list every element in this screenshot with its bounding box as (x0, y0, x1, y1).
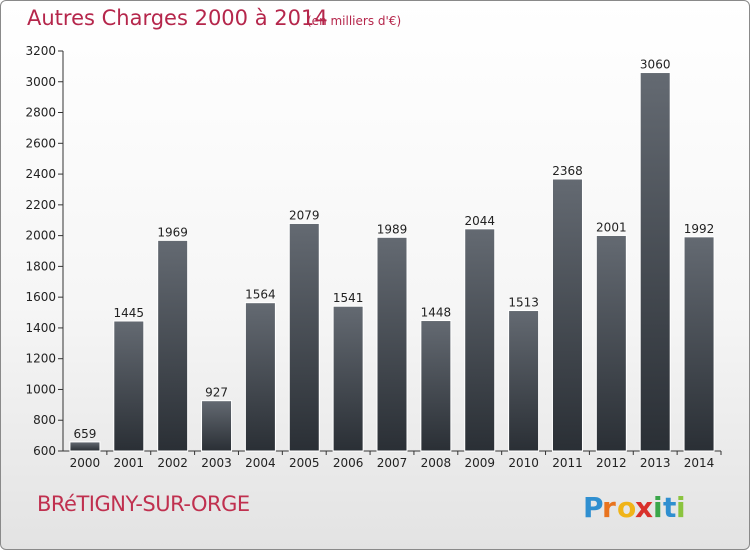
x-tick-label-2001: 2001 (114, 456, 145, 470)
y-tick-label: 2800 (25, 106, 56, 120)
chart-bars (69, 72, 715, 452)
y-tick-label: 600 (33, 444, 56, 458)
svg-text:r: r (602, 491, 616, 524)
bar-2007 (376, 236, 408, 452)
value-label-2006: 1541 (333, 291, 364, 305)
x-tick-label-2013: 2013 (640, 456, 671, 470)
value-label-2013: 3060 (640, 58, 671, 72)
value-label-2008: 1448 (421, 306, 452, 320)
bar-2010 (508, 310, 540, 452)
value-label-2003: 927 (205, 386, 228, 400)
y-tick-label: 800 (33, 413, 56, 427)
x-tick-label-2009: 2009 (464, 456, 495, 470)
x-tick-label-2005: 2005 (289, 456, 320, 470)
value-label-2007: 1989 (377, 222, 408, 236)
bar-2008 (420, 320, 452, 452)
y-tick-label: 2200 (25, 198, 56, 212)
value-label-2000: 659 (73, 427, 96, 441)
x-tick-label-2004: 2004 (245, 456, 276, 470)
value-label-2005: 2079 (289, 208, 320, 222)
bar-2003 (201, 400, 233, 452)
x-tick-label-2000: 2000 (70, 456, 101, 470)
proxiti-logo: P r o x i t i (583, 491, 686, 524)
svg-text:i: i (676, 491, 686, 524)
chart-title: Autres Charges 2000 à 2014 (27, 6, 328, 30)
y-tick-label: 1800 (25, 259, 56, 273)
y-tick-label: 2400 (25, 167, 56, 181)
y-tick-label: 3000 (25, 75, 56, 89)
value-label-2004: 1564 (245, 288, 276, 302)
x-tick-label-2006: 2006 (333, 456, 364, 470)
svg-text:t: t (663, 491, 676, 524)
value-label-2009: 2044 (464, 214, 495, 228)
x-tick-label-2002: 2002 (157, 456, 188, 470)
value-label-2011: 2368 (552, 164, 583, 178)
bar-2001 (113, 320, 145, 452)
value-label-2012: 2001 (596, 220, 627, 234)
y-tick-label: 2000 (25, 229, 56, 243)
y-tick-label: 2600 (25, 136, 56, 150)
bar-2002 (157, 239, 189, 452)
svg-text:x: x (635, 491, 653, 524)
bar-2005 (288, 222, 320, 452)
bar-2004 (244, 302, 276, 452)
x-tick-label-2014: 2014 (684, 456, 715, 470)
svg-text:P: P (583, 491, 604, 524)
bar-2000 (69, 441, 101, 452)
bar-2012 (595, 234, 627, 452)
bar-2013 (639, 72, 671, 452)
chart-unit: (en milliers d'€) (307, 14, 402, 28)
bar-2011 (551, 178, 583, 452)
x-tick-label-2010: 2010 (508, 456, 539, 470)
chart-axes: 600 800 1000 1200 1400 1600 1800 2000 2200 2400 26… (25, 44, 722, 458)
svg-text:i: i (653, 491, 663, 524)
value-label-2014: 1992 (684, 222, 715, 236)
x-tick-label-2003: 2003 (201, 456, 232, 470)
svg-text:o: o (617, 491, 636, 524)
y-tick-label: 3200 (25, 44, 56, 58)
bar-2006 (332, 305, 364, 452)
x-tick-label-2008: 2008 (421, 456, 452, 470)
city-name: BRéTIGNY-SUR-ORGE (37, 492, 250, 516)
x-tick-label-2011: 2011 (552, 456, 583, 470)
value-label-2001: 1445 (114, 306, 145, 320)
value-label-2010: 1513 (508, 296, 539, 310)
x-tick-label-2012: 2012 (596, 456, 627, 470)
value-label-2002: 1969 (157, 225, 188, 239)
y-tick-label: 1000 (25, 382, 56, 396)
y-tick-label: 1200 (25, 352, 56, 366)
y-tick-label: 1600 (25, 290, 56, 304)
bar-2009 (464, 228, 496, 452)
y-tick-label: 1400 (25, 321, 56, 335)
bar-2014 (683, 236, 715, 452)
x-tick-label-2007: 2007 (377, 456, 408, 470)
chart-labels: 659 2000 1445 2001 1969 2002 927 2003 1564 2004 20… (70, 58, 715, 470)
